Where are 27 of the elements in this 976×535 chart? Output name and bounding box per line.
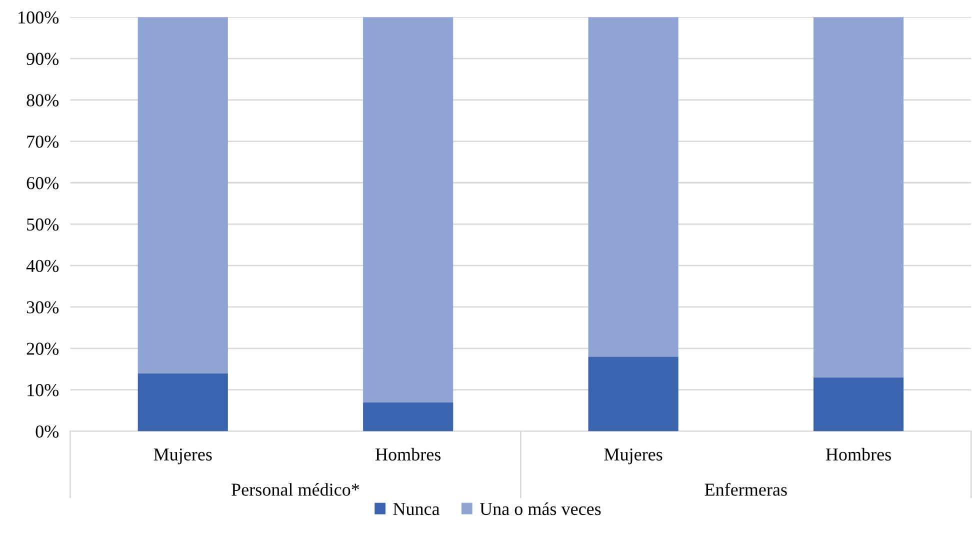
bar bbox=[588, 356, 678, 432]
legend-label: Una o más veces bbox=[480, 502, 601, 516]
bar bbox=[138, 373, 228, 432]
y-tick-label: 10% bbox=[28, 384, 59, 396]
y-tick-label: 70% bbox=[27, 136, 59, 148]
x-tick-label: Hombres bbox=[376, 448, 441, 461]
bar bbox=[138, 17, 228, 374]
x-tick-label: Mujeres bbox=[154, 448, 212, 464]
y-tick-label: 50% bbox=[27, 218, 59, 231]
bar bbox=[363, 17, 454, 402]
x-tick-label: Mujeres bbox=[604, 448, 662, 464]
y-tick-label: 40% bbox=[26, 260, 59, 272]
bar bbox=[363, 402, 454, 432]
y-tick-label: 0% bbox=[36, 425, 59, 438]
bar bbox=[588, 17, 678, 357]
bar bbox=[813, 17, 904, 378]
legend-label: Nunca bbox=[393, 503, 440, 516]
y-tick-label: 60% bbox=[26, 177, 59, 190]
bar bbox=[813, 377, 904, 432]
y-tick-label: 100% bbox=[18, 11, 59, 24]
y-tick-label: 20% bbox=[26, 342, 59, 355]
x-tick-label: Hombres bbox=[826, 448, 891, 461]
y-tick-label: 90% bbox=[26, 52, 59, 66]
text: Personal médico* bbox=[232, 483, 360, 496]
y-tick-label: 80% bbox=[26, 94, 59, 106]
text: Enfermeras bbox=[704, 482, 787, 496]
y-tick-label: 30% bbox=[26, 301, 59, 314]
